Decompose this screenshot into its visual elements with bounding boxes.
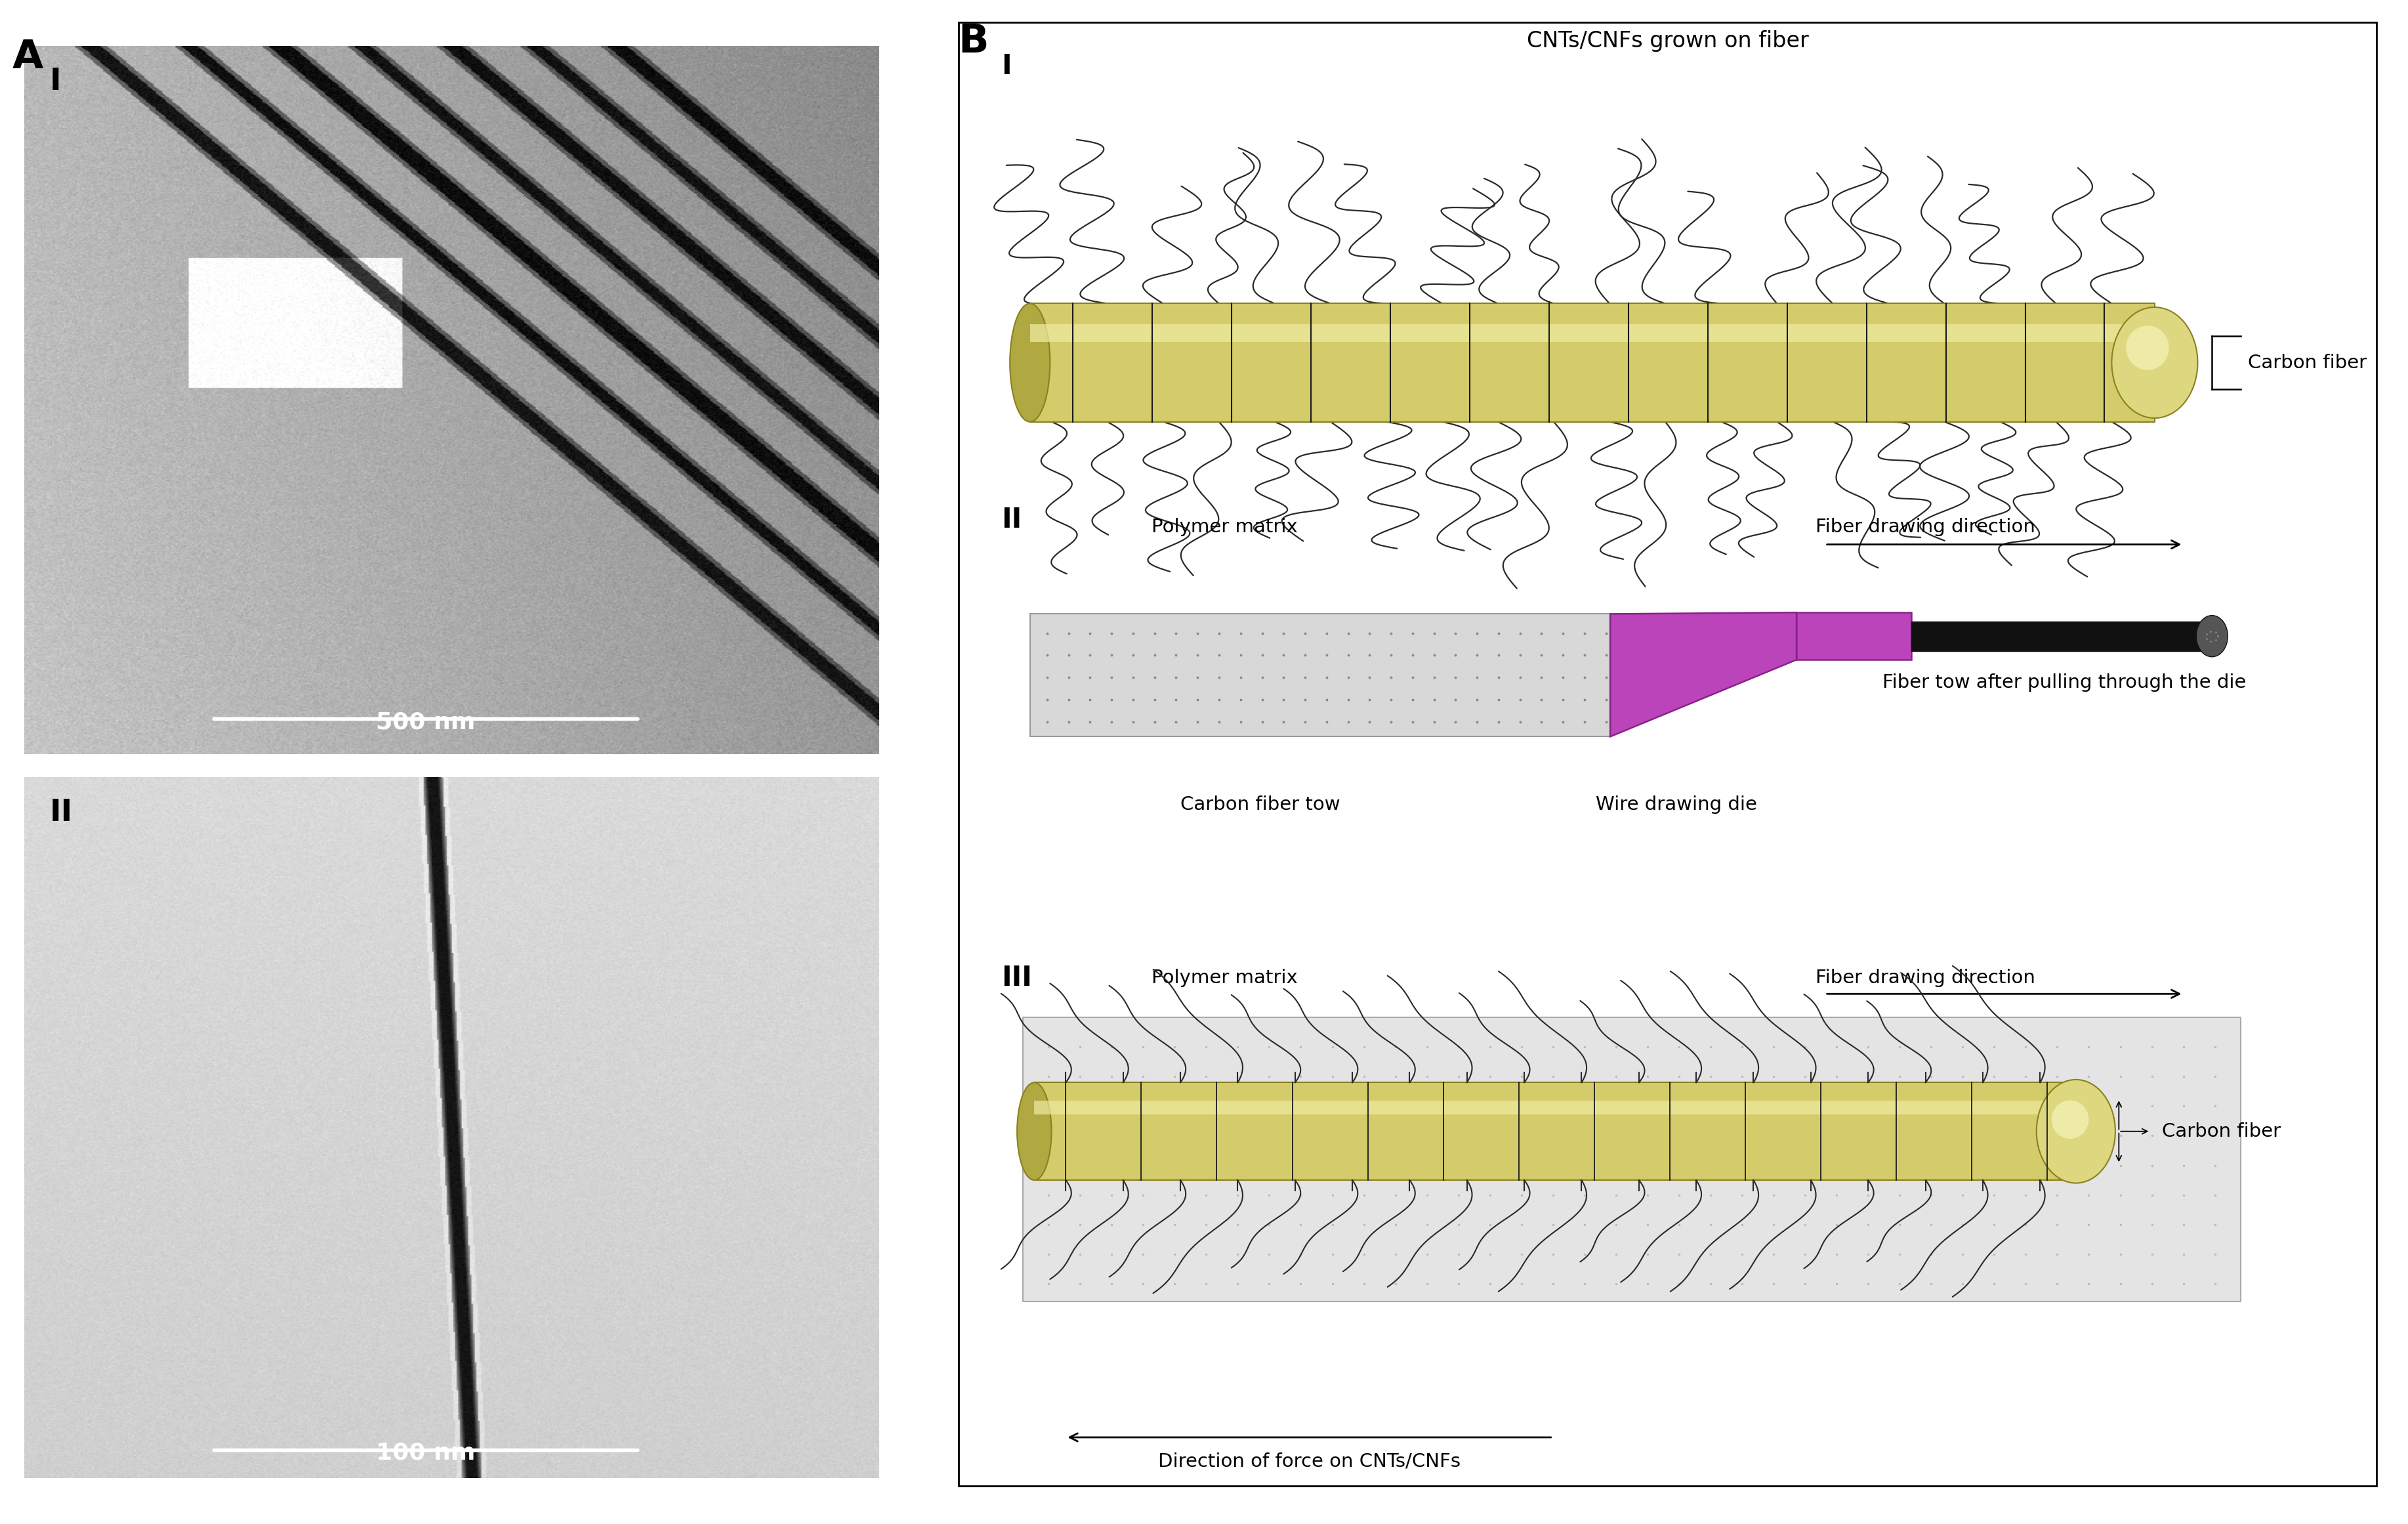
Polygon shape (1611, 613, 1796, 736)
Text: Wire drawing die: Wire drawing die (1597, 796, 1758, 814)
Text: Carbon fiber: Carbon fiber (2162, 1122, 2280, 1140)
Bar (1035, 1082, 2076, 1180)
Text: Polymer matrix: Polymer matrix (1151, 518, 1298, 536)
Bar (1031, 614, 1611, 736)
Bar (1035, 1100, 2076, 1114)
Text: CNTs/CNFs grown on fiber: CNTs/CNFs grown on fiber (1527, 30, 1808, 52)
Ellipse shape (2196, 616, 2227, 657)
Bar (1796, 613, 1912, 660)
Text: Carbon fiber tow: Carbon fiber tow (1180, 796, 1341, 814)
Text: A: A (12, 38, 43, 76)
Text: I: I (51, 67, 60, 96)
Bar (1912, 622, 2213, 651)
Ellipse shape (1009, 303, 1050, 422)
Text: I: I (1002, 52, 1011, 79)
Text: Polymer matrix: Polymer matrix (1151, 969, 1298, 988)
Ellipse shape (1016, 1082, 1052, 1180)
Text: B: B (958, 23, 990, 61)
Ellipse shape (2126, 326, 2170, 370)
Text: Fiber tow after pulling through the die: Fiber tow after pulling through the die (1883, 674, 2247, 692)
Text: III: III (1002, 965, 1033, 992)
Bar (1023, 1018, 2242, 1301)
Bar (1031, 303, 2155, 422)
Ellipse shape (2112, 308, 2199, 418)
Text: Fiber drawing direction: Fiber drawing direction (1816, 518, 2035, 536)
Text: Fiber drawing direction: Fiber drawing direction (1816, 969, 2035, 988)
Ellipse shape (2052, 1100, 2088, 1138)
Text: Direction of force on CNTs/CNFs: Direction of force on CNTs/CNFs (1158, 1452, 1462, 1471)
Text: Carbon fiber: Carbon fiber (2247, 354, 2367, 372)
Ellipse shape (2037, 1079, 2114, 1183)
Text: II: II (1002, 506, 1021, 533)
Bar (1031, 325, 2155, 341)
Text: II: II (51, 799, 72, 828)
